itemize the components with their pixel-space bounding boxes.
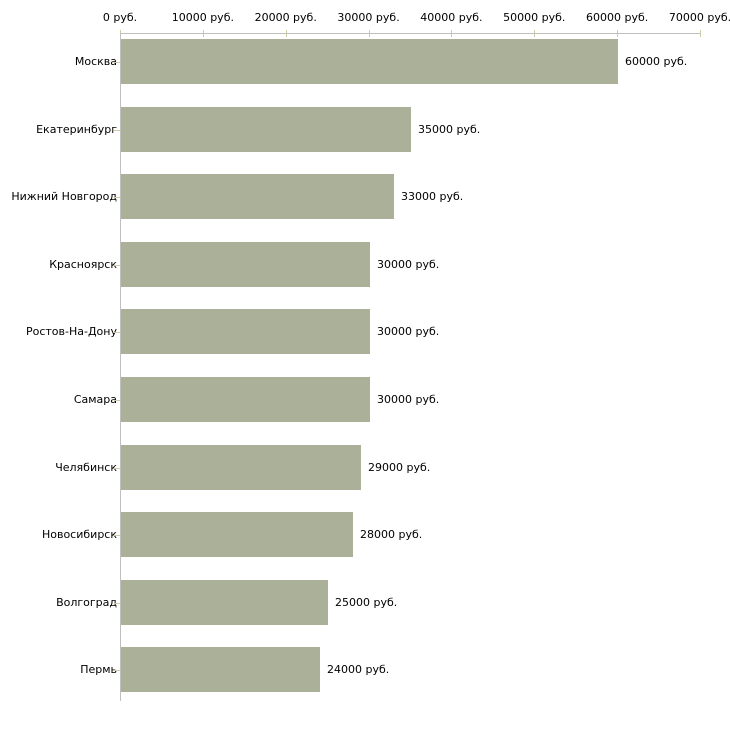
y-axis-tick-mark	[114, 332, 120, 333]
y-axis-tick-mark	[114, 400, 120, 401]
bar-value-label: 33000 руб.	[401, 190, 464, 203]
category-label: Волгоград	[56, 596, 117, 609]
x-axis-tick-label: 70000 руб.	[668, 11, 730, 24]
y-axis-tick-mark	[114, 535, 120, 536]
bar	[121, 647, 320, 692]
bar-value-label: 24000 руб.	[327, 663, 390, 676]
bar	[121, 580, 328, 625]
x-axis-tick-label: 0 руб.	[102, 11, 138, 24]
y-axis-tick-mark	[114, 265, 120, 266]
bar-value-label: 30000 руб.	[377, 393, 440, 406]
bar-value-label: 28000 руб.	[360, 528, 423, 541]
bar	[121, 39, 618, 84]
x-axis-line	[120, 33, 701, 34]
y-axis-tick-mark	[114, 197, 120, 198]
y-axis-tick-mark	[114, 670, 120, 671]
y-axis-tick-mark	[114, 130, 120, 131]
y-axis-tick-mark	[114, 62, 120, 63]
bar-value-label: 30000 руб.	[377, 258, 440, 271]
x-axis-tick-label: 20000 руб.	[254, 11, 317, 24]
bar	[121, 512, 353, 557]
category-label: Нижний Новгород	[11, 190, 117, 203]
bar	[121, 445, 361, 490]
bar-value-label: 30000 руб.	[377, 325, 440, 338]
bar-value-label: 60000 руб.	[625, 55, 688, 68]
x-axis-tick-label: 60000 руб.	[586, 11, 649, 24]
x-axis-tick-label: 30000 руб.	[337, 11, 400, 24]
bar	[121, 174, 394, 219]
category-label: Пермь	[80, 663, 117, 676]
bar-value-label: 25000 руб.	[335, 596, 398, 609]
category-label: Ростов-На-Дону	[25, 325, 117, 338]
category-label: Новосибирск	[41, 528, 117, 541]
x-axis-tick-label: 40000 руб.	[420, 11, 483, 24]
y-axis-tick-mark	[114, 603, 120, 604]
y-axis-line	[120, 33, 121, 701]
category-label: Красноярск	[49, 258, 117, 271]
bar-value-label: 35000 руб.	[418, 123, 481, 136]
bar	[121, 107, 411, 152]
x-axis-tick-label: 10000 руб.	[171, 11, 234, 24]
category-label: Самара	[73, 393, 117, 406]
category-label: Челябинск	[55, 461, 117, 474]
bar-value-label: 29000 руб.	[368, 461, 431, 474]
bar	[121, 309, 370, 354]
bar	[121, 242, 370, 287]
bar	[121, 377, 370, 422]
x-axis-tick-label: 50000 руб.	[503, 11, 566, 24]
category-label: Екатеринбург	[36, 123, 117, 136]
category-label: Москва	[74, 55, 117, 68]
y-axis-tick-mark	[114, 468, 120, 469]
